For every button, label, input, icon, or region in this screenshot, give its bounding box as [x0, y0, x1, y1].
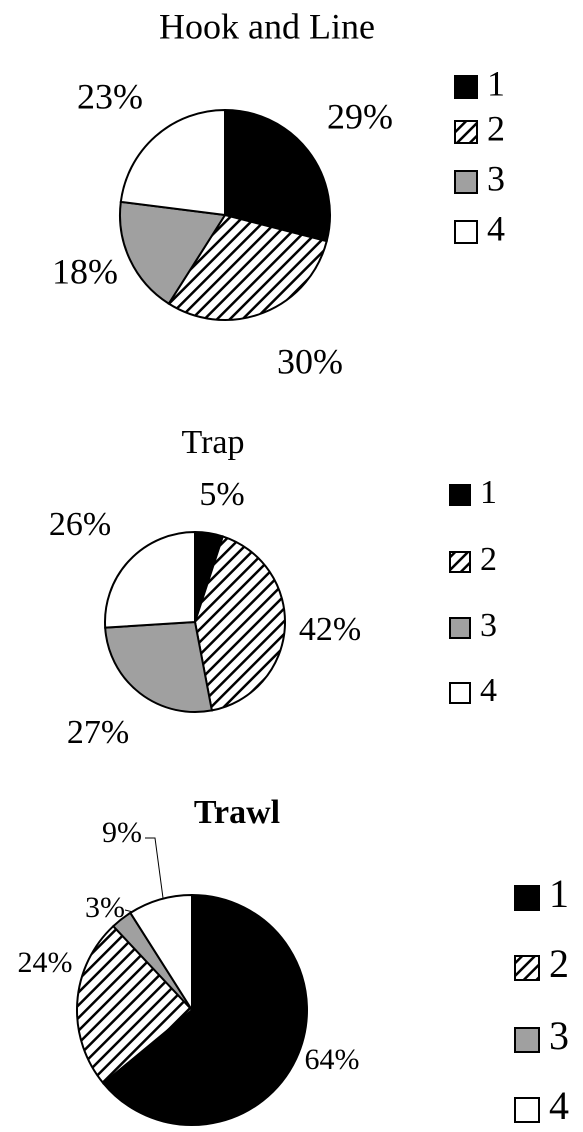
legend-label: 4	[487, 208, 505, 248]
pie-slice	[128, 893, 193, 1014]
slice-label: 23%	[77, 76, 143, 116]
pie-slice	[119, 200, 227, 306]
legend-label: 2	[480, 541, 497, 578]
legend-label: 1	[487, 63, 505, 103]
pie-slice	[104, 620, 214, 713]
legend-swatch	[514, 1027, 540, 1053]
legend-label: 2	[549, 941, 569, 986]
legend-label: 1	[480, 474, 497, 511]
slice-label: 30%	[277, 341, 343, 381]
legend-swatch	[454, 120, 478, 144]
slice-label: 3%	[85, 891, 125, 924]
leader-line	[145, 837, 164, 899]
legend-label: 4	[480, 672, 497, 709]
legend-label: 1	[549, 871, 569, 916]
slice-label: 42%	[299, 611, 361, 648]
pie-slice	[167, 213, 328, 321]
slice-label: 64%	[305, 1043, 360, 1076]
slice-label: 29%	[327, 96, 393, 136]
legend-swatch	[514, 955, 540, 981]
pie-slice	[193, 535, 286, 712]
legend-label: 2	[487, 108, 505, 148]
slice-label: 27%	[67, 714, 129, 751]
pie-slice	[224, 108, 331, 243]
legend-label: 3	[480, 607, 497, 644]
slice-label: 9%	[102, 816, 142, 849]
legend-swatch	[454, 220, 478, 244]
slice-label: 26%	[49, 506, 111, 543]
legend-swatch	[449, 484, 471, 506]
chart-title: Hook and Line	[159, 6, 375, 46]
pie-slice	[76, 924, 194, 1085]
legend-swatch	[449, 682, 471, 704]
slice-label: 24%	[18, 946, 73, 979]
chart-title: Trawl	[194, 794, 280, 831]
legend-label: 3	[549, 1013, 569, 1058]
slice-label: 18%	[52, 251, 118, 291]
pie-slice	[104, 530, 196, 629]
legend-label: 3	[487, 158, 505, 198]
pie-slice	[119, 108, 226, 217]
slice-label: 5%	[199, 476, 244, 513]
legend-swatch	[449, 617, 471, 639]
legend-swatch	[454, 170, 478, 194]
chart-title: Trap	[182, 424, 245, 461]
pie-slice	[101, 893, 308, 1126]
legend-swatch	[454, 75, 478, 99]
legend-swatch	[449, 551, 471, 573]
legend-label: 4	[549, 1083, 569, 1128]
legend-swatch	[514, 885, 540, 911]
legend-swatch	[514, 1097, 540, 1123]
